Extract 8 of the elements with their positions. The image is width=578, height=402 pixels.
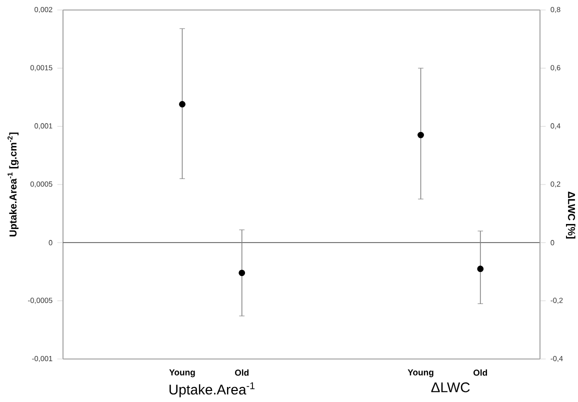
x-tick-label: Old [235, 369, 249, 376]
y2-axis-title: ΔLWC [%] [566, 192, 576, 238]
text: Uptake.Area$^{-1}$ [170, 382, 255, 398]
y-axis-title: Uptake.Area$^{-1}$ [g.cm$^{-2}$] [8, 132, 19, 236]
text: ΔLWC [431, 382, 470, 392]
x-tick-label: Old [473, 369, 488, 376]
x-tick-label: Young [408, 369, 434, 378]
x-tick-label: Young [169, 369, 195, 378]
